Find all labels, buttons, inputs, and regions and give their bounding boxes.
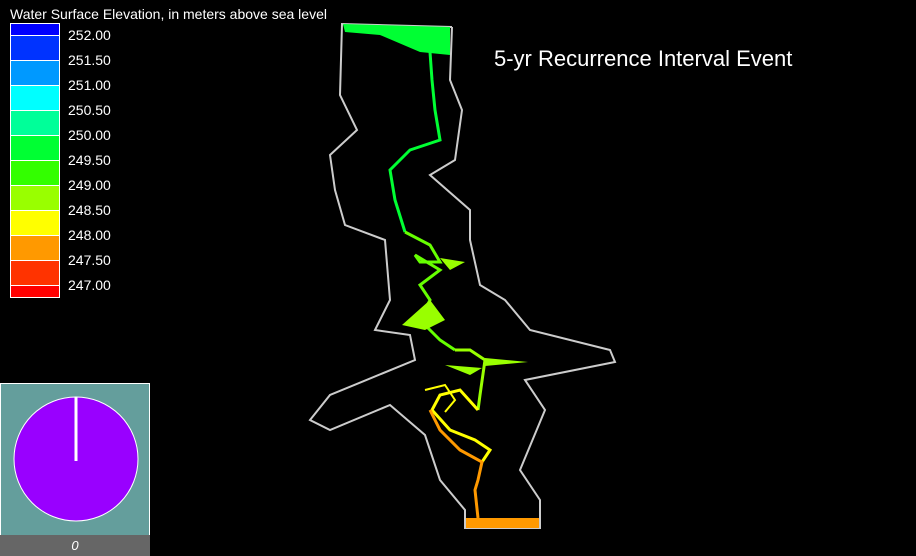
downstream-outlet-pool [466,518,539,528]
clock-icon [13,396,139,522]
river-reach-lower [430,388,493,463]
time-readout: 0 [0,535,150,556]
legend-label: 247.50 [68,252,111,268]
legend-label: 251.50 [68,52,111,68]
river-reach-middle [404,230,456,352]
legend-title: Water Surface Elevation, in meters above… [10,6,327,22]
legend-label: 247.00 [68,277,111,293]
legend-label: 251.00 [68,77,111,93]
legend-label: 249.50 [68,152,111,168]
time-clock-panel [0,383,150,536]
legend-label: 250.50 [68,102,111,118]
legend-label: 248.50 [68,202,111,218]
legend-label: 252.00 [68,27,111,43]
tributary-backwater [485,358,528,366]
event-title: 5-yr Recurrence Interval Event [494,46,793,71]
floodplain-patch [402,300,445,330]
river-reach-outlet [428,409,484,519]
river-reach-upper [388,51,442,233]
tributary-backwater [445,365,482,375]
upstream-inflow-pool [343,24,450,55]
legend-label: 248.00 [68,227,111,243]
model-boundary [308,22,617,529]
floodplain-patch [440,258,465,270]
river-oxbow [424,383,457,413]
legend-swatch [10,85,60,111]
legend-label: 249.00 [68,177,111,193]
legend-label: 250.00 [68,127,111,143]
legend-swatch [10,135,60,161]
legend-swatch [10,285,60,298]
legend-swatch [10,185,60,211]
